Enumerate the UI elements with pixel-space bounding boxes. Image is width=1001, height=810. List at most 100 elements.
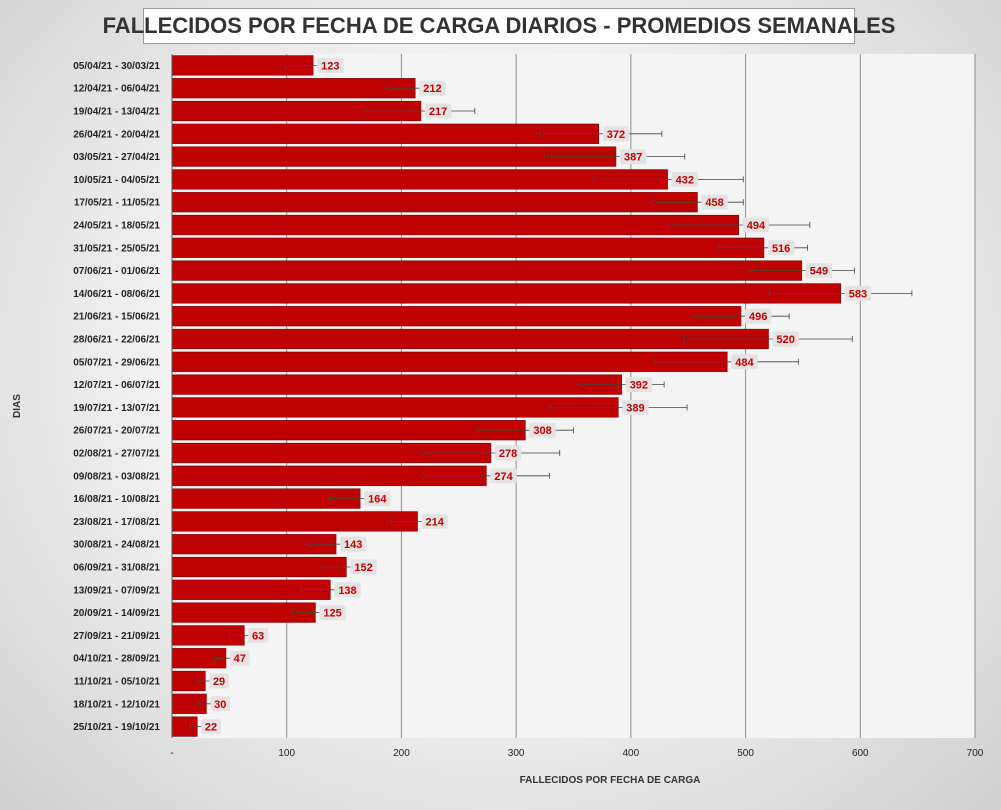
data-label-box bbox=[490, 468, 517, 484]
category-label: 14/06/21 - 08/06/21 bbox=[73, 289, 160, 300]
data-label-box bbox=[767, 240, 795, 256]
data-label: 125 bbox=[323, 608, 341, 620]
bar bbox=[171, 351, 728, 372]
grid-lines bbox=[286, 54, 976, 738]
data-label: 516 bbox=[772, 243, 790, 255]
category-label: 05/07/21 - 29/06/21 bbox=[73, 357, 160, 368]
category-label: 26/04/21 - 20/04/21 bbox=[73, 129, 160, 140]
data-label-box bbox=[229, 650, 250, 666]
data-label: 392 bbox=[630, 380, 648, 392]
x-axis-ticks: - 100 200 300 400 500 600 700 bbox=[170, 748, 983, 759]
data-label-box bbox=[529, 422, 556, 438]
data-label: 458 bbox=[705, 197, 723, 209]
data-label: 583 bbox=[849, 288, 867, 300]
category-label: 21/06/21 - 15/06/21 bbox=[73, 312, 160, 323]
x-tick-label: 600 bbox=[852, 748, 869, 759]
data-label: 520 bbox=[777, 334, 795, 346]
data-label: 432 bbox=[676, 174, 694, 186]
bar bbox=[171, 78, 416, 99]
bar bbox=[171, 511, 418, 532]
data-label: 22 bbox=[205, 722, 217, 734]
data-label: 274 bbox=[494, 471, 513, 483]
bar bbox=[171, 123, 600, 144]
data-label-box bbox=[625, 377, 653, 393]
category-label: 26/07/21 - 20/07/21 bbox=[73, 426, 160, 437]
data-label-box bbox=[744, 308, 772, 324]
data-label-box bbox=[317, 57, 344, 73]
category-label: 03/05/21 - 27/04/21 bbox=[73, 152, 160, 163]
data-label: 308 bbox=[533, 425, 551, 437]
category-label: 05/04/21 - 30/03/21 bbox=[73, 61, 160, 72]
category-label: 31/05/21 - 25/05/21 bbox=[73, 243, 160, 254]
bar bbox=[171, 328, 769, 350]
x-tick-label: 400 bbox=[623, 748, 640, 759]
category-labels: 05/04/21 - 30/03/21 12/04/21 - 06/04/21 19… bbox=[73, 61, 160, 733]
x-tick-label: 700 bbox=[967, 748, 984, 759]
data-label-box bbox=[419, 80, 446, 96]
data-label: 217 bbox=[429, 106, 447, 118]
category-label: 20/09/21 - 14/09/21 bbox=[73, 608, 160, 619]
data-label: 372 bbox=[607, 129, 625, 141]
bar bbox=[171, 556, 347, 578]
data-label: 484 bbox=[735, 357, 754, 369]
data-label-box bbox=[622, 399, 649, 415]
category-label: 27/09/21 - 21/09/21 bbox=[73, 631, 160, 642]
chart-title: FALLECIDOS POR FECHA DE CARGA DIARIOS - … bbox=[103, 8, 895, 44]
data-label: 496 bbox=[749, 311, 767, 323]
data-label: 214 bbox=[426, 516, 445, 528]
data-label: 549 bbox=[810, 266, 828, 278]
bar bbox=[171, 260, 803, 281]
data-label: 389 bbox=[626, 402, 644, 414]
data-label: 30 bbox=[214, 699, 226, 711]
data-label-box bbox=[844, 285, 872, 301]
bar bbox=[171, 374, 622, 395]
category-label: 13/09/21 - 07/09/21 bbox=[73, 585, 160, 596]
bar bbox=[171, 214, 739, 236]
data-label-box bbox=[424, 103, 452, 119]
data-label-box bbox=[319, 605, 346, 621]
x-tick-label: 200 bbox=[393, 748, 410, 759]
data-label: 212 bbox=[423, 83, 441, 95]
data-label: 29 bbox=[213, 676, 225, 688]
data-label-box bbox=[494, 445, 522, 461]
bar bbox=[171, 283, 842, 304]
data-label: 494 bbox=[747, 220, 766, 232]
data-label: 152 bbox=[354, 562, 372, 574]
category-label: 18/10/21 - 12/10/21 bbox=[73, 699, 160, 710]
category-label: 07/06/21 - 01/06/21 bbox=[73, 266, 160, 277]
data-label: 278 bbox=[499, 448, 517, 460]
bar bbox=[171, 306, 742, 327]
category-label: 28/06/21 - 22/06/21 bbox=[73, 335, 160, 346]
plot-area bbox=[172, 54, 975, 738]
x-tick-label: 300 bbox=[508, 748, 525, 759]
data-label-box bbox=[340, 536, 367, 552]
data-label: 164 bbox=[368, 494, 387, 506]
data-label: 387 bbox=[624, 152, 642, 164]
data-label-box bbox=[421, 513, 448, 529]
data-label-box bbox=[805, 263, 833, 279]
data-label-box bbox=[209, 673, 229, 689]
bar bbox=[171, 420, 526, 441]
data-label-box bbox=[334, 582, 361, 598]
category-label: 09/08/21 - 03/08/21 bbox=[73, 471, 160, 482]
category-label: 10/05/21 - 04/05/21 bbox=[73, 175, 160, 186]
data-label: 138 bbox=[338, 585, 356, 597]
data-label-box bbox=[210, 696, 231, 712]
category-label: 23/08/21 - 17/08/21 bbox=[73, 517, 160, 528]
data-label-box bbox=[772, 331, 799, 347]
data-label-box bbox=[201, 719, 221, 735]
x-tick-label: 100 bbox=[278, 748, 295, 759]
data-label: 123 bbox=[321, 60, 339, 72]
data-label-box bbox=[731, 354, 758, 370]
category-label: 30/08/21 - 24/08/21 bbox=[73, 540, 160, 551]
data-label: 143 bbox=[344, 539, 362, 551]
data-label: 47 bbox=[234, 653, 246, 665]
category-label: 06/09/21 - 31/08/21 bbox=[73, 563, 160, 574]
data-label-box bbox=[350, 559, 377, 575]
category-label: 19/07/21 - 13/07/21 bbox=[73, 403, 160, 414]
category-label: 17/05/21 - 11/05/21 bbox=[74, 198, 161, 209]
data-label: 63 bbox=[252, 630, 264, 642]
bar bbox=[171, 192, 698, 213]
x-tick-label: 500 bbox=[737, 748, 754, 759]
